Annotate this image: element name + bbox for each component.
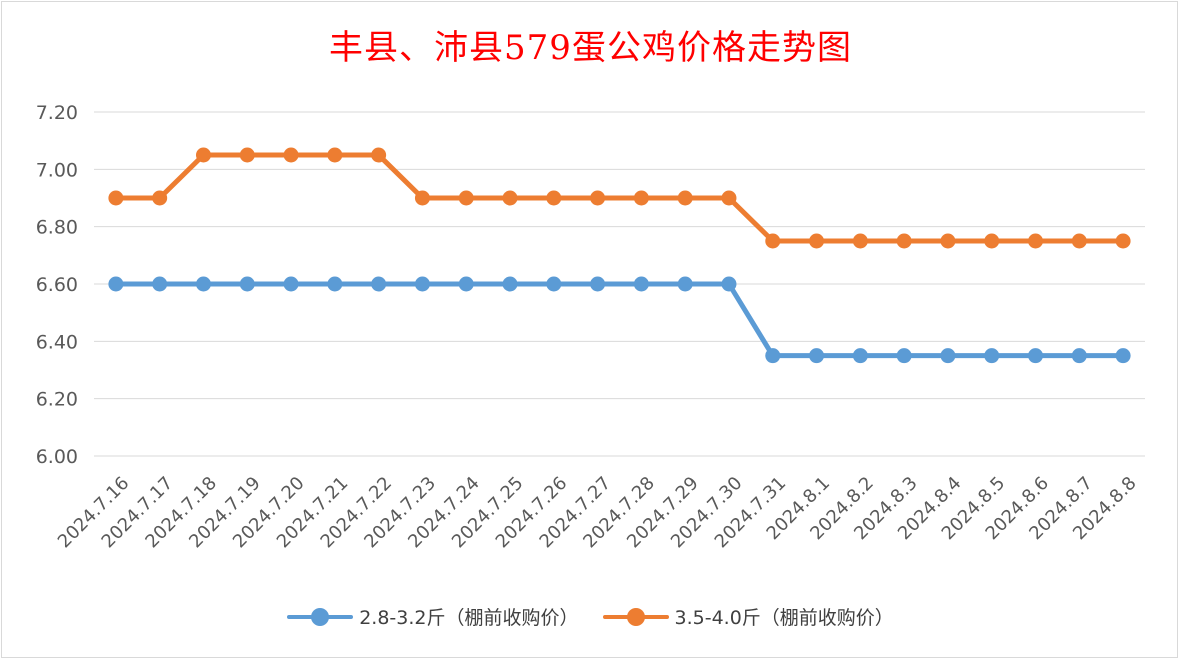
series-2-point	[984, 233, 1000, 249]
legend: 2.8-3.2斤（棚前收购价） 3.5-4.0斤（棚前收购价）	[0, 603, 1181, 630]
series-1-line	[113, 281, 1126, 359]
series-1-point	[283, 276, 299, 292]
y-tick-label: 7.00	[36, 159, 78, 181]
y-tick-label: 6.40	[36, 331, 78, 353]
series-2-point	[546, 190, 562, 206]
series-2-point	[677, 190, 693, 206]
series-2-point	[896, 233, 912, 249]
series-1-point	[984, 348, 1000, 364]
series-2-point	[195, 147, 211, 163]
legend-swatch-series-2	[602, 607, 669, 627]
series-2-point	[283, 147, 299, 163]
legend-label-series-2: 3.5-4.0斤（棚前收购价）	[674, 607, 894, 629]
series-1-point	[414, 276, 430, 292]
y-tick-label: 6.20	[36, 389, 78, 411]
series-2-point	[1028, 233, 1044, 249]
series-1-point	[1115, 348, 1131, 364]
legend-swatch-series-1	[287, 607, 354, 627]
y-tick-label: 7.20	[36, 102, 78, 124]
series-2-point	[852, 233, 868, 249]
series-2-point	[1115, 233, 1131, 249]
series-1-point	[152, 276, 168, 292]
series-2-point	[590, 190, 606, 206]
series-2-point	[152, 190, 168, 206]
series-1-point	[809, 348, 825, 364]
series-2-point	[1071, 233, 1087, 249]
legend-item-series-1: 2.8-3.2斤（棚前收购价）	[287, 603, 579, 630]
series-2-point	[502, 190, 518, 206]
y-tick-label: 6.80	[36, 217, 78, 239]
series-2-point	[633, 190, 649, 206]
series-1-point	[677, 276, 693, 292]
series-1-point	[327, 276, 343, 292]
series-2-point	[327, 147, 343, 163]
series-2-point	[458, 190, 474, 206]
legend-item-series-2: 3.5-4.0斤（棚前收购价）	[602, 603, 894, 630]
series-1-point	[1028, 348, 1044, 364]
series-1-point	[721, 276, 737, 292]
chart-title: 丰县、沛县579蛋公鸡价格走势图	[329, 28, 852, 68]
series-1-point	[852, 348, 868, 364]
series-1-point	[502, 276, 518, 292]
series-2-point	[765, 233, 781, 249]
series-1-point	[590, 276, 606, 292]
series-1-point	[458, 276, 474, 292]
series-1-point	[371, 276, 387, 292]
y-tick-label: 6.60	[36, 274, 78, 296]
series-2-point	[371, 147, 387, 163]
series-2-point	[239, 147, 255, 163]
series-1-point	[896, 348, 912, 364]
y-tick-label: 6.00	[36, 446, 78, 468]
series-1-point	[195, 276, 211, 292]
series-1-point	[108, 276, 124, 292]
series-2-point	[108, 190, 124, 206]
series-1-point	[633, 276, 649, 292]
series-2-point	[721, 190, 737, 206]
series-2-point	[809, 233, 825, 249]
series-2-point	[940, 233, 956, 249]
series-1-point	[1071, 348, 1087, 364]
series-2-line	[113, 152, 1126, 244]
legend-label-series-1: 2.8-3.2斤（棚前收购价）	[359, 607, 579, 629]
series-2-point	[414, 190, 430, 206]
series-1-point	[239, 276, 255, 292]
series-1-point	[546, 276, 562, 292]
series-1-point	[765, 348, 781, 364]
series-1-point	[940, 348, 956, 364]
